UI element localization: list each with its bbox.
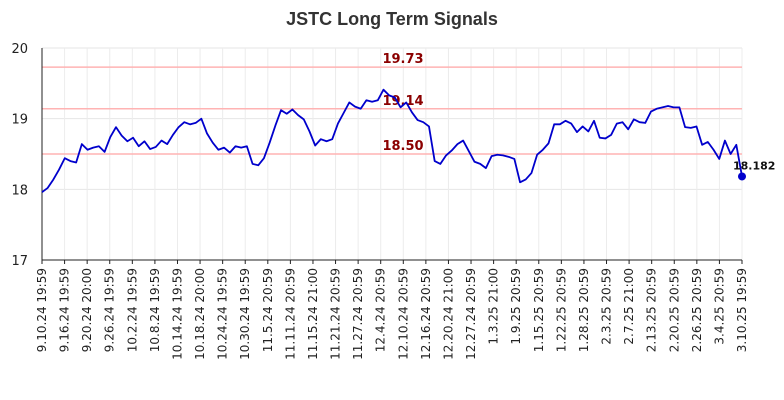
x-tick-label: 11.21.24 20:59: [329, 268, 343, 360]
y-axis-ticks: 17 18 19 20: [11, 42, 28, 269]
x-tick-label: 11.5.24 20:59: [261, 268, 275, 352]
signal-line-label: 18.50: [382, 139, 423, 154]
x-tick-label: 2.26.25 20:59: [690, 268, 704, 352]
chart-title: JSTC Long Term Signals: [286, 9, 498, 29]
x-tick-label: 9.20.24 20:00: [80, 268, 94, 352]
x-tick-label: 3.10.25 19:59: [735, 268, 749, 352]
last-value-dot: [738, 172, 746, 181]
x-tick-label: 10.2.24 19:59: [125, 268, 139, 352]
x-tick-label: 12.16.24 20:59: [419, 268, 433, 360]
x-tick-label: 2.20.25 20:59: [667, 268, 681, 352]
y-tick-label: 18: [11, 183, 28, 198]
x-tick-label: 3.4.25 20:59: [712, 268, 726, 345]
x-tick-label: 12.4.24 20:59: [374, 268, 388, 352]
x-tick-label: 1.28.25 20:59: [577, 268, 591, 352]
x-tick-label: 2.7.25 21:00: [622, 268, 636, 345]
x-axis-ticks: 9.10.24 19:59 9.16.24 19:59 9.20.24 20:00 9…: [35, 260, 749, 360]
x-tick-label: 9.26.24 19:59: [103, 268, 117, 352]
x-tick-label: 2.3.25 20:59: [600, 268, 614, 345]
x-tick-label: 1.3.25 21:00: [487, 268, 501, 345]
x-tick-label: 12.10.24 20:59: [396, 268, 410, 360]
x-tick-label: 10.8.24 19:59: [148, 268, 162, 352]
x-tick-label: 1.15.25 20:59: [532, 268, 546, 352]
x-tick-label: 1.22.25 20:59: [554, 268, 568, 352]
x-tick-label: 12.20.24 21:00: [441, 268, 455, 360]
y-tick-label: 19: [11, 113, 28, 128]
x-tick-label: 11.15.24 21:00: [306, 268, 320, 360]
x-tick-label: 11.27.24 20:59: [351, 268, 365, 360]
x-tick-label: 1.9.25 20:59: [509, 268, 523, 345]
price-line: [41, 88, 743, 193]
y-tick-label: 20: [11, 42, 28, 57]
signal-line-label: 19.73: [382, 52, 423, 67]
last-value-label: 18.182: [733, 159, 775, 172]
x-tick-label: 10.14.24 19:59: [170, 268, 184, 360]
x-tick-label: 9.10.24 19:59: [35, 268, 49, 352]
last-value-marker: 18.182: [733, 159, 775, 181]
axes: [41, 48, 742, 261]
x-tick-label: 10.24.24 19:59: [216, 268, 230, 360]
x-tick-label: 10.30.24 19:59: [238, 268, 252, 360]
x-tick-label: 11.11.24 20:59: [283, 268, 297, 360]
x-tick-label: 9.16.24 19:59: [58, 268, 72, 352]
y-tick-label: 17: [11, 254, 28, 269]
x-tick-label: 12.27.24 20:59: [464, 268, 478, 360]
price-series: [41, 88, 743, 193]
x-tick-label: 2.13.25 20:59: [645, 268, 659, 352]
x-tick-label: 10.18.24 20:00: [193, 268, 207, 360]
